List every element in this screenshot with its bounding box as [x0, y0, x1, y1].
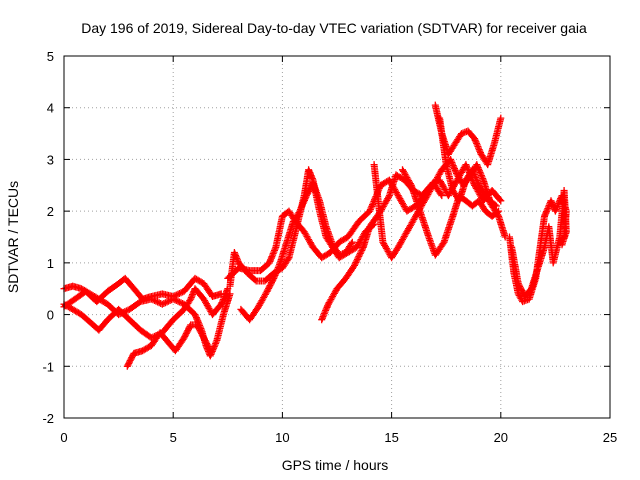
y-axis-label: SDTVAR / TECUs [5, 181, 21, 293]
data-marks [60, 101, 570, 370]
axis-ticks: 0 5 10 15 20 25 -2 -1 0 1 2 3 4 5 [42, 49, 617, 445]
series-marks-arc7 [237, 179, 356, 324]
series-arc10 [399, 166, 503, 259]
x-tick-label: 5 [170, 430, 177, 445]
series-marks-arc10 [399, 166, 503, 259]
x-tick-label: 25 [603, 430, 617, 445]
series-arc12 [436, 114, 509, 241]
x-tick-label: 10 [275, 430, 289, 445]
y-tick-label: -2 [42, 411, 54, 426]
series-marks-arc13 [506, 192, 570, 306]
chart-title: Day 196 of 2019, Sidereal Day-to-day VTE… [81, 20, 587, 36]
series-marks-arc14 [508, 187, 570, 300]
y-tick-label: 5 [47, 49, 54, 64]
plot-frame [63, 55, 611, 419]
x-axis-label: GPS time / hours [282, 457, 389, 473]
y-tick-label: -1 [42, 359, 54, 374]
grid [64, 56, 610, 418]
x-tick-label: 20 [494, 430, 508, 445]
series-marks-arc12 [436, 114, 509, 241]
y-tick-label: 0 [47, 308, 54, 323]
series-marks-arc4 [123, 321, 214, 370]
series-arc13 [506, 192, 570, 306]
series-arc7 [237, 179, 356, 324]
y-tick-label: 2 [47, 204, 54, 219]
y-tick-label: 1 [47, 256, 54, 271]
x-tick-label: 0 [60, 430, 67, 445]
series-arc4 [123, 321, 214, 370]
series-arc14 [508, 187, 570, 300]
y-tick-label: 3 [47, 152, 54, 167]
x-tick-label: 15 [384, 430, 398, 445]
y-tick-label: 4 [47, 101, 54, 116]
